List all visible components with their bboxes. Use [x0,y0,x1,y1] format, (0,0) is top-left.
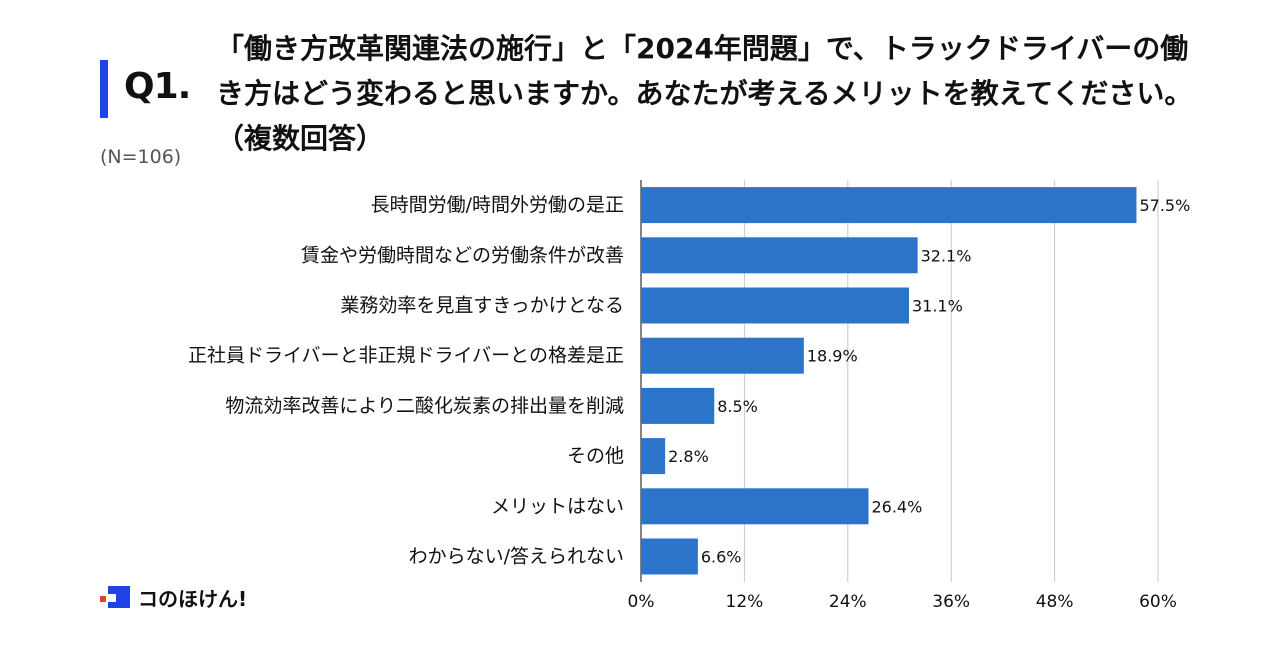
logo-mark-icon [98,584,134,610]
value-label: 2.8% [668,447,709,466]
sample-size: (N=106) [100,146,182,168]
bar [641,438,666,475]
bar [641,538,698,575]
category-label: メリットはない [491,495,624,517]
value-label: 57.5% [1139,196,1190,215]
bar [641,237,918,274]
bar [641,488,869,525]
category-label: 長時間労働/時間外労働の是正 [371,194,624,216]
category-label: 賃金や労働時間などの労働条件が改善 [301,244,624,266]
category-label: 正社員ドライバーと非正規ドライバーとの格差是正 [188,345,624,367]
bar [641,187,1137,224]
question-number: Q1. [124,66,191,107]
question-text: 「働き方改革関連法の施行」と「2024年問題」で、トラックドライバーの働き方はど… [216,32,1193,155]
x-tick-label: 60% [1139,592,1177,612]
logo-text: コのほけん! [138,586,248,611]
value-label: 26.4% [871,497,922,516]
value-label: 8.5% [717,397,758,416]
x-tick-label: 36% [932,592,970,612]
question-accent-bar [100,60,108,118]
x-tick-label: 12% [726,592,764,612]
logo: コのほけん! [98,584,248,611]
x-tick-label: 0% [628,592,655,612]
value-label: 18.9% [807,347,858,366]
bar [641,387,715,424]
category-label: わからない/答えられない [409,546,624,568]
bar [641,287,909,324]
value-label: 32.1% [921,246,972,265]
x-tick-label: 48% [1036,592,1074,612]
x-tick-label: 24% [829,592,867,612]
category-label: 物流効率改善により二酸化炭素の排出量を削減 [225,395,624,417]
category-label: その他 [567,445,624,467]
value-label: 31.1% [912,297,963,316]
value-label: 6.6% [701,548,742,567]
bar [641,337,804,374]
category-label: 業務効率を見直すきっかけとなる [340,295,624,317]
